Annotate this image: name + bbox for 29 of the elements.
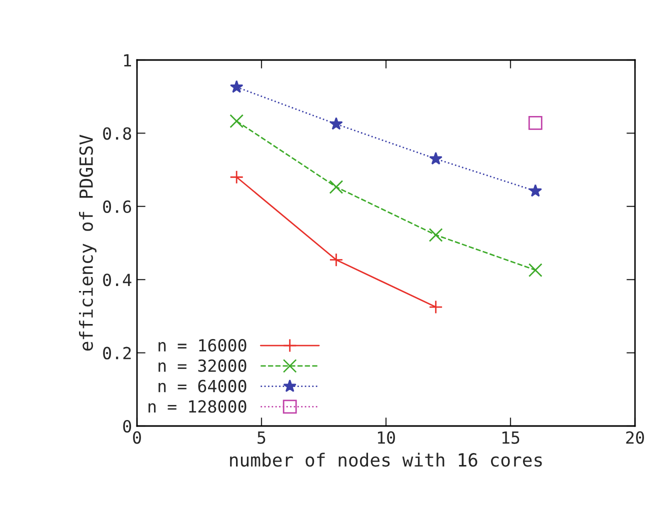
legend-label: n = 128000: [148, 400, 246, 413]
point: [230, 170, 244, 184]
point: [428, 228, 443, 242]
point: [428, 300, 443, 314]
point: [230, 114, 244, 128]
point: [329, 180, 344, 194]
point: [230, 80, 244, 93]
y-tick-label: 0.4: [103, 274, 132, 286]
legend-label: n = 32000: [158, 359, 246, 372]
point: [528, 116, 542, 130]
y-tick-label: 0: [123, 420, 132, 433]
point: [429, 152, 442, 165]
y-tick-label: 0.2: [103, 346, 131, 360]
x-tick-label: 20: [626, 431, 644, 444]
y-tick-label: 1: [124, 54, 132, 66]
x-tick-label: 5: [258, 431, 266, 444]
x-tick-label: 0: [133, 431, 141, 444]
point: [329, 252, 344, 267]
x-axis-title: number of nodes with 16 cores: [230, 452, 542, 467]
x-tick-label: 15: [502, 431, 520, 444]
y-tick-label: 0.8: [103, 127, 132, 140]
x-tick-label: 10: [378, 431, 395, 444]
point: [330, 117, 343, 130]
legend-label: n = 64000: [158, 380, 246, 392]
point: [528, 184, 542, 197]
y-tick-label: 0.6: [103, 200, 132, 214]
point: [528, 263, 542, 278]
legend-label: n = 16000: [158, 339, 246, 352]
y-axis-title: efficiency of PDGESV: [79, 134, 96, 351]
